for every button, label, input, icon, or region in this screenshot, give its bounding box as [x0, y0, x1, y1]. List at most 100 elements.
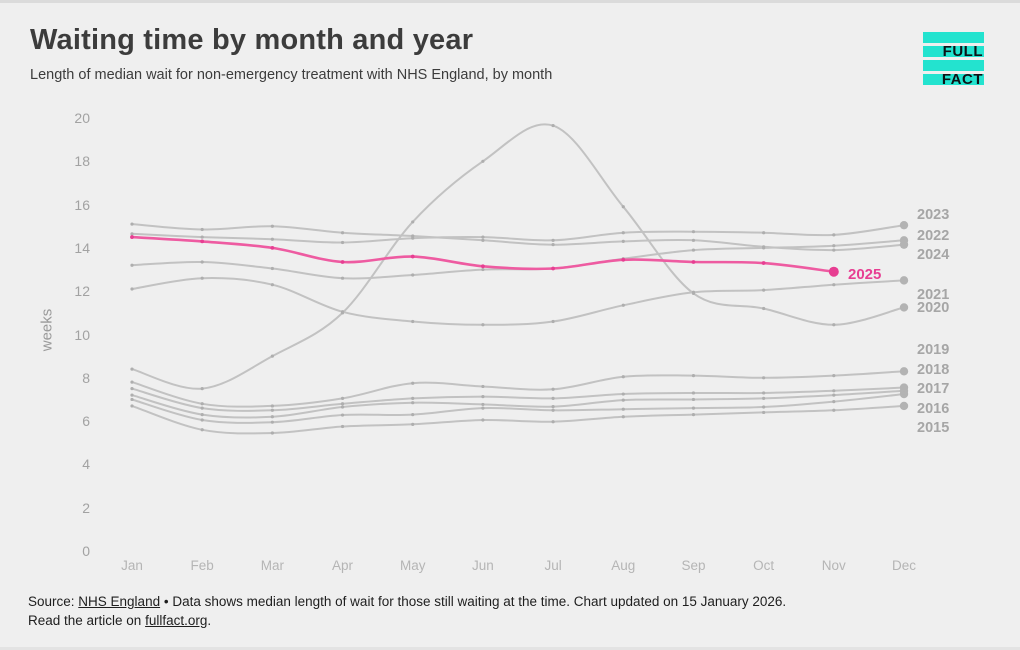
series-node-dot [130, 367, 134, 371]
y-tick-label-12: 12 [74, 283, 90, 300]
series-node-dot [200, 406, 204, 410]
series-node-dot [340, 396, 345, 400]
series-node-dot [832, 408, 836, 412]
series-node-dot [340, 424, 345, 429]
series-node-dot [621, 239, 625, 244]
series-node-dot [761, 261, 766, 265]
year-label-2025: 2025 [848, 266, 882, 283]
series-node-dot [200, 239, 205, 244]
series-line-2021 [131, 277, 905, 326]
series-line-2015 [131, 404, 905, 435]
y-tick-label-6: 6 [82, 413, 90, 430]
article-link[interactable]: fullfact.org [145, 612, 208, 628]
series-node-dot [551, 266, 555, 271]
series-node-dot [481, 264, 485, 269]
footer-note: Data shows median length of wait for tho… [172, 594, 787, 609]
series-node-dot [691, 391, 696, 395]
series-node-dot [270, 404, 274, 408]
series-node-dot [340, 405, 345, 409]
x-tick-label-apr: Apr [332, 558, 354, 573]
series-node-dot [832, 389, 836, 393]
series-line-2016 [131, 393, 905, 424]
year-label-2021: 2021 [917, 287, 950, 303]
series-node-dot [551, 387, 555, 391]
series-node-dot [621, 398, 625, 402]
year-label-2022: 2022 [917, 228, 950, 244]
series-node-dot [270, 420, 274, 424]
footer-line-2: Read the article on fullfact.org. [28, 612, 786, 631]
series-node-dot [832, 374, 836, 378]
series-node-dot [411, 220, 415, 224]
bottom-edge [0, 647, 1020, 650]
series-end-dot-2020 [899, 303, 909, 312]
series-node-dot [621, 407, 625, 411]
read-prefix: Read the article on [28, 612, 146, 628]
source-prefix: Source: [28, 594, 79, 609]
x-tick-label-jul: Jul [544, 558, 562, 573]
series-node-dot [832, 393, 836, 397]
series-node-dot [481, 238, 485, 242]
series-node-dot [270, 408, 274, 412]
series-node-dot [200, 418, 204, 422]
year-label-2017: 2017 [917, 381, 950, 397]
series-node-dot [340, 260, 345, 264]
series-node-dot [832, 244, 836, 248]
page-subtitle: Length of median wait for non-emergency … [30, 67, 553, 83]
series-end-dot-2018 [899, 383, 909, 392]
series-node-dot [411, 234, 415, 238]
year-label-2020: 2020 [917, 300, 950, 316]
series-node-dot [340, 413, 345, 417]
footer-line-1: Source: NHS England • Data shows median … [28, 593, 786, 612]
series-node-dot [130, 235, 134, 239]
series-node-dot [270, 283, 274, 287]
series-node-dot [762, 405, 766, 409]
x-tick-label-dec: Dec [891, 558, 916, 573]
y-tick-label-10: 10 [74, 326, 90, 343]
series-node-dot [762, 288, 766, 292]
year-label-2015: 2015 [917, 420, 950, 436]
y-tick-label-16: 16 [74, 196, 90, 213]
series-node-dot [200, 227, 204, 232]
x-tick-label-feb: Feb [190, 558, 214, 573]
y-tick-label-4: 4 [82, 456, 90, 473]
series-node-dot [130, 387, 134, 391]
x-tick-label-may: May [399, 558, 426, 573]
series-node-dot [200, 387, 204, 391]
series-node-dot [832, 283, 836, 287]
y-tick-label-2: 2 [82, 499, 90, 516]
series-node-dot [270, 246, 275, 250]
x-tick-label-sep: Sep [681, 558, 706, 573]
source-link[interactable]: NHS England [78, 594, 161, 609]
series-node-dot [130, 404, 134, 408]
series-node-dot [551, 319, 555, 324]
series-node-dot [621, 415, 625, 419]
logo-bar [923, 74, 984, 85]
series-node-dot [130, 222, 134, 226]
series-end-dot-2023 [899, 220, 909, 230]
series-node-dot [481, 384, 485, 389]
x-tick-label-jun: Jun [472, 558, 494, 573]
x-tick-label-mar: Mar [260, 558, 284, 573]
series-node-dot [130, 263, 134, 267]
series-node-dot [200, 428, 204, 432]
series-node-dot [621, 205, 625, 209]
series-node-dot [551, 408, 555, 412]
series-end-dot-2024 [899, 240, 909, 249]
series-node-dot [762, 410, 766, 415]
series-node-dot [200, 235, 204, 239]
x-tick-label-jan: Jan [121, 558, 143, 573]
series-node-dot [411, 413, 415, 417]
series-node-dot [551, 420, 555, 424]
read-suffix: . [207, 612, 212, 628]
year-label-2019: 2019 [917, 342, 950, 358]
series-line-2020 [131, 123, 905, 390]
series-node-dot [270, 224, 274, 228]
series-node-dot [621, 257, 626, 262]
series-node-dot [691, 374, 696, 378]
series-node-dot [621, 303, 625, 307]
x-tick-label-nov: Nov [821, 558, 846, 573]
y-tick-label-0: 0 [82, 543, 90, 559]
series-node-dot [481, 159, 485, 163]
